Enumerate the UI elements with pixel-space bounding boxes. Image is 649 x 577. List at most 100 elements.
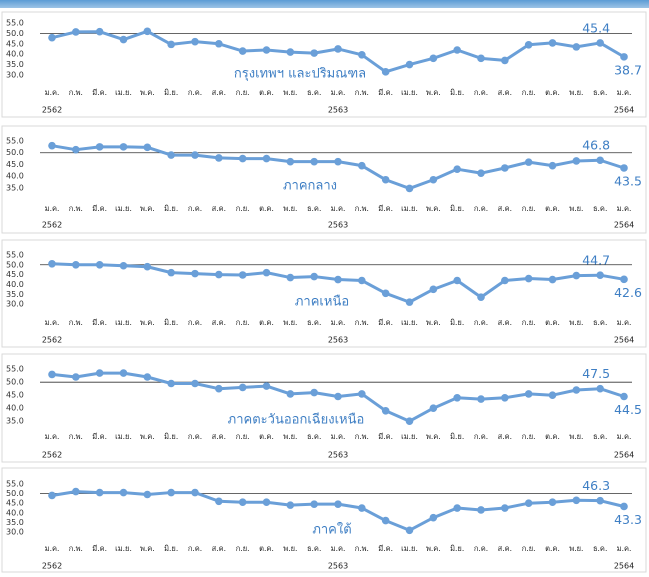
data-point — [453, 276, 461, 285]
data-point — [310, 157, 318, 166]
y-tick-label: 55.0 — [6, 479, 24, 488]
x-tick-label: พ.ย. — [283, 88, 297, 97]
data-point — [429, 175, 438, 184]
year-label: 2564 — [614, 451, 634, 460]
x-tick-label: ม.ค. — [45, 432, 60, 441]
data-point — [524, 41, 533, 49]
data-point — [191, 488, 199, 497]
y-tick-label: 35.0 — [6, 290, 24, 299]
region-title: ภาคกลาง — [283, 179, 337, 194]
region-title: กรุงเทพฯ และปริมณฑล — [234, 67, 366, 82]
data-point — [238, 47, 247, 55]
value-label: 44.5 — [614, 402, 642, 417]
data-point — [310, 272, 318, 281]
x-tick-label: ม.ค. — [617, 204, 632, 213]
data-point — [524, 499, 533, 508]
data-point — [524, 390, 533, 398]
x-tick-label: ก.พ. — [69, 432, 83, 441]
x-tick-label: เม.ย. — [401, 432, 418, 441]
x-tick-label: เม.ย. — [115, 544, 132, 553]
x-tick-label: ต.ค. — [545, 318, 560, 327]
x-tick-label: มิ.ย. — [164, 432, 178, 441]
x-tick-label: มิ.ย. — [450, 204, 464, 213]
x-tick-label: พ.ย. — [283, 318, 297, 327]
data-point — [620, 164, 628, 172]
y-tick-label: 40.0 — [6, 404, 24, 413]
data-point — [262, 382, 271, 390]
data-point — [334, 392, 342, 401]
y-tick-label: 30.0 — [6, 528, 24, 537]
data-point — [501, 276, 509, 285]
value-label: 47.5 — [582, 366, 610, 381]
x-tick-label: ม.ค. — [617, 88, 632, 97]
data-point — [477, 169, 485, 177]
data-point — [48, 370, 56, 379]
x-tick-label: ธ.ค. — [593, 318, 607, 327]
x-tick-label: มี.ค. — [378, 544, 393, 553]
x-tick-label: ม.ค. — [617, 544, 632, 553]
data-point — [95, 27, 104, 36]
x-tick-label: ม.ค. — [45, 544, 60, 553]
data-point — [334, 45, 342, 53]
data-point — [48, 33, 56, 42]
data-point — [286, 157, 295, 166]
x-tick-label: มิ.ย. — [450, 432, 464, 441]
data-point — [453, 394, 461, 402]
x-tick-label: ม.ค. — [331, 88, 346, 97]
data-point — [405, 184, 414, 193]
data-point — [262, 154, 271, 163]
x-tick-label: ม.ค. — [331, 204, 346, 213]
x-tick-label: มิ.ย. — [450, 544, 464, 553]
x-tick-label: ส.ค. — [498, 318, 512, 327]
x-tick-label: ก.พ. — [355, 432, 369, 441]
x-tick-label: ก.พ. — [355, 544, 369, 553]
x-tick-label: ก.ค. — [188, 318, 202, 327]
x-tick-label: เม.ย. — [401, 204, 418, 213]
y-tick-label: 55.0 — [6, 18, 24, 27]
y-tick-label: 35.0 — [6, 417, 24, 426]
x-tick-label: ก.พ. — [69, 88, 83, 97]
x-tick-label: ก.ค. — [474, 432, 488, 441]
year-label: 2563 — [328, 451, 348, 460]
data-point — [572, 43, 581, 51]
x-tick-label: ส.ค. — [498, 544, 512, 553]
x-tick-label: ก.ย. — [236, 88, 250, 97]
data-point — [596, 39, 604, 47]
x-tick-label: ม.ค. — [45, 318, 60, 327]
y-tick-label: 35.0 — [6, 60, 24, 69]
data-point — [238, 498, 247, 507]
x-tick-label: พ.ย. — [569, 544, 583, 553]
x-tick-label: ก.ค. — [474, 544, 488, 553]
year-label: 2563 — [328, 221, 348, 230]
x-tick-label: ก.พ. — [355, 318, 369, 327]
x-tick-label: ก.ค. — [188, 88, 202, 97]
data-point — [334, 275, 342, 284]
y-tick-label: 50.0 — [6, 148, 24, 157]
data-point — [119, 488, 128, 497]
value-label: 38.7 — [614, 62, 642, 77]
data-point — [191, 151, 199, 159]
data-point — [429, 285, 438, 294]
x-tick-label: ก.ย. — [236, 318, 250, 327]
y-tick-label: 45.0 — [6, 391, 24, 400]
x-tick-label: พ.ย. — [283, 204, 297, 213]
data-point — [358, 161, 366, 170]
year-label: 2564 — [614, 336, 634, 345]
data-point — [310, 388, 318, 397]
x-tick-label: ต.ค. — [545, 88, 560, 97]
x-tick-label: มี.ค. — [378, 88, 393, 97]
x-tick-label: ม.ค. — [331, 318, 346, 327]
data-point — [572, 496, 581, 505]
year-label: 2564 — [614, 562, 634, 571]
x-tick-label: ก.ย. — [236, 544, 250, 553]
data-point — [334, 157, 342, 166]
y-tick-label: 30.0 — [6, 300, 24, 309]
x-tick-label: พ.ค. — [426, 204, 441, 213]
x-tick-label: ก.ค. — [474, 88, 488, 97]
x-tick-label: ต.ค. — [259, 88, 274, 97]
data-point — [143, 27, 152, 36]
data-point — [596, 156, 604, 165]
x-tick-label: ก.ค. — [188, 432, 202, 441]
x-tick-label: ก.ย. — [236, 432, 250, 441]
data-point — [215, 384, 223, 393]
